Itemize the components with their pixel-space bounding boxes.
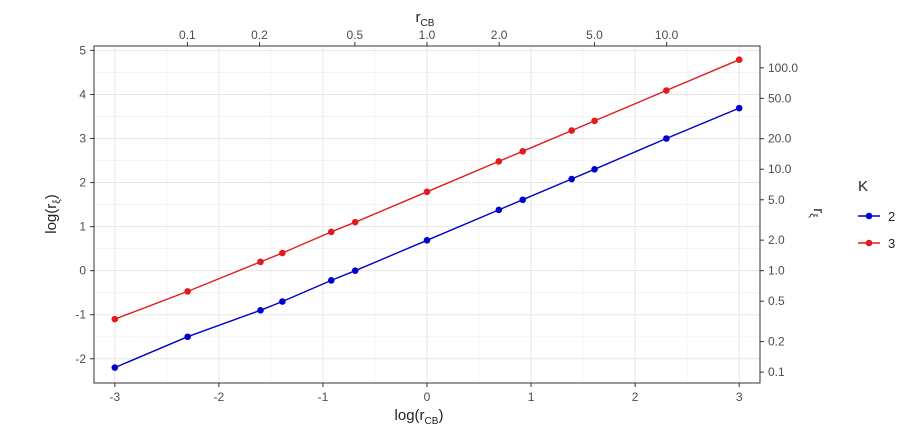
series-layer [111, 56, 743, 371]
data-point-k3 [327, 228, 335, 236]
top-tick-label: 1.0 [419, 28, 436, 42]
right-axis-title: rξ [807, 208, 827, 218]
data-point-k3 [184, 288, 191, 295]
right-tick-label: 5.0 [768, 193, 785, 207]
top-tick-label: 0.2 [251, 28, 268, 42]
y-tick-label: -2 [75, 352, 86, 366]
y-axis-title: log(rξ) [43, 194, 63, 234]
data-point-k2 [495, 206, 503, 214]
y-tick-label: 1 [79, 220, 86, 234]
legend: K 2 3 [858, 178, 895, 251]
x-axis-title: log(rCB) [395, 407, 444, 427]
data-point-k2 [519, 196, 527, 204]
x-tick-label: 2 [632, 390, 639, 404]
x-tick-label: 3 [736, 390, 743, 404]
right-tick-label: 10.0 [768, 162, 792, 176]
y-tick-label: 5 [79, 43, 86, 57]
data-point-k2 [423, 236, 431, 244]
data-point-k3 [279, 249, 286, 257]
data-point-k2 [111, 364, 119, 371]
top-tick-label: 10.0 [655, 28, 679, 42]
right-tick-label: 20.0 [768, 132, 792, 146]
data-point-k3 [663, 87, 670, 94]
right-tick-label: 0.5 [768, 294, 785, 308]
legend-title: K [858, 178, 868, 195]
y-tick-label: 4 [79, 87, 86, 101]
data-point-k3 [351, 218, 359, 226]
data-point-k3 [257, 258, 264, 266]
data-point-k3 [568, 127, 575, 134]
right-tick-label: 100.0 [768, 61, 798, 75]
y-tick-label: 2 [79, 176, 86, 190]
data-point-k3 [735, 56, 743, 63]
data-point-k2 [663, 135, 670, 142]
data-point-k2 [257, 307, 264, 314]
top-tick-label: 5.0 [586, 28, 603, 42]
legend-label: 2 [888, 209, 895, 224]
legend-key-point [865, 239, 873, 247]
major-gridlines [94, 46, 760, 383]
right-tick-label: 1.0 [768, 264, 785, 278]
x-tick-label: -2 [214, 390, 225, 404]
x-tick-label: 1 [528, 390, 535, 404]
x-tick-label: 0 [424, 390, 431, 404]
data-point-k3 [519, 147, 527, 155]
data-point-k2 [279, 298, 286, 305]
top-tick-label: 0.5 [347, 28, 364, 42]
data-point-k2 [184, 333, 191, 341]
data-point-k3 [423, 188, 431, 196]
data-point-k3 [495, 158, 503, 165]
ticks-layer: -3 -2 -1 0 1 2 3 -2 -1 0 1 2 3 4 5 0.1 0.2 0.5 1.0 2.0 5.0 10… [75, 28, 798, 404]
legend-label: 3 [888, 236, 895, 251]
y-tick-label: 3 [79, 132, 86, 146]
data-point-k2 [327, 277, 335, 284]
data-point-k3 [111, 315, 119, 323]
data-point-k2 [351, 267, 359, 274]
top-axis-title: rCB [416, 9, 435, 29]
top-tick-label: 2.0 [491, 28, 508, 42]
right-tick-label: 0.2 [768, 335, 785, 349]
data-point-k2 [568, 175, 575, 183]
legend-key-point [865, 212, 873, 220]
x-tick-label: -1 [318, 390, 329, 404]
y-tick-label: 0 [79, 264, 86, 278]
data-point-k3 [591, 117, 598, 125]
right-tick-label: 2.0 [768, 233, 785, 247]
data-point-k2 [591, 166, 598, 173]
right-tick-label: 50.0 [768, 91, 792, 105]
x-tick-label: -3 [109, 390, 120, 404]
data-point-k2 [735, 104, 743, 112]
y-tick-label: -1 [75, 308, 86, 322]
top-tick-label: 0.1 [179, 28, 196, 42]
right-tick-label: 0.1 [768, 365, 785, 379]
